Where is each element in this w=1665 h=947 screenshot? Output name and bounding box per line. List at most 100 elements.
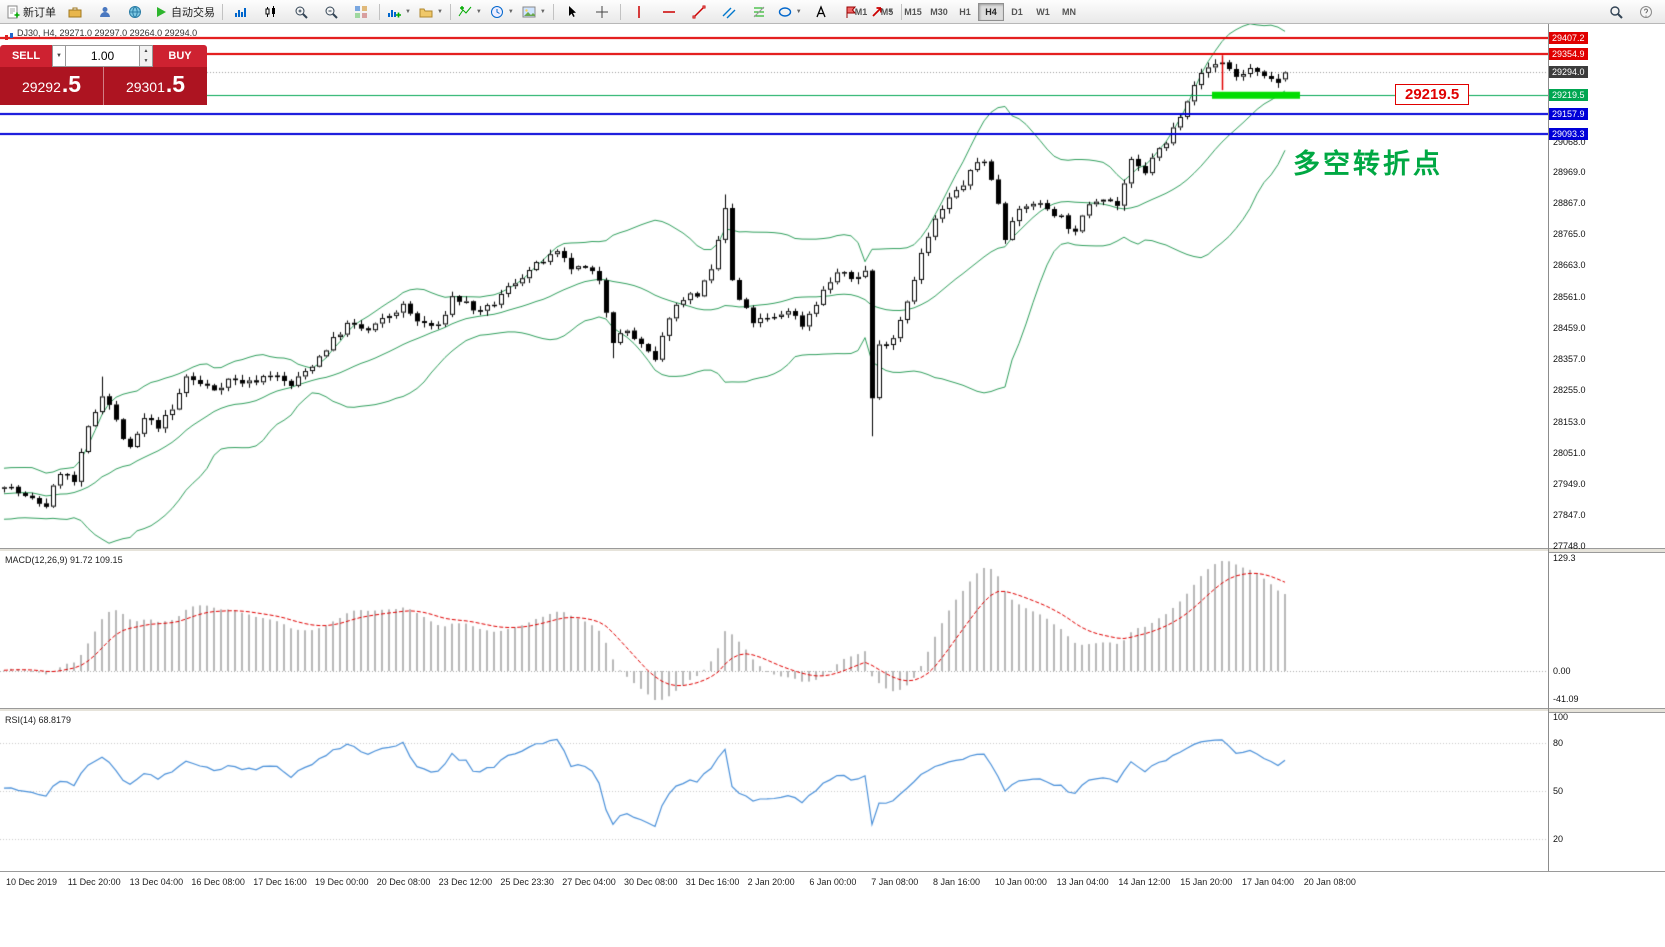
search-button[interactable] bbox=[1602, 2, 1630, 22]
autotrading-button[interactable]: 自动交易 bbox=[151, 2, 218, 22]
main-chart-canvas[interactable] bbox=[0, 24, 1548, 548]
indicators-button[interactable]: ▼ bbox=[455, 2, 485, 22]
timeframe-w1-button[interactable]: W1 bbox=[1036, 7, 1050, 17]
timeframe-m1-button[interactable]: M1 bbox=[854, 7, 868, 17]
volume-preset-dropdown[interactable]: ▼ bbox=[52, 45, 66, 67]
toolbar-separator bbox=[619, 3, 621, 20]
price-marker-29407.2: 29407.2 bbox=[1549, 31, 1588, 44]
cursor-button[interactable] bbox=[558, 2, 586, 22]
vertical-line-button[interactable] bbox=[625, 2, 653, 22]
help-button[interactable] bbox=[1632, 2, 1660, 22]
zoom-in-button[interactable] bbox=[287, 2, 315, 22]
arrows-button[interactable]: ▼ bbox=[867, 2, 897, 22]
indicators-icon bbox=[458, 5, 472, 19]
time-axis-label: 11 Dec 20:00 bbox=[67, 877, 121, 887]
time-axis-label: 8 Jan 16:00 bbox=[933, 877, 981, 887]
sell-price: 29292.5 bbox=[21, 71, 82, 97]
time-axis-label: 15 Jan 20:00 bbox=[1180, 877, 1233, 887]
price-marker-29354.9: 29354.9 bbox=[1549, 47, 1588, 60]
timeframe-m30-button[interactable]: M30 bbox=[930, 7, 948, 17]
tile-windows-button[interactable] bbox=[347, 2, 375, 22]
chart-title: DJ30, H4, 29271.0 29297.0 29264.0 29294.… bbox=[17, 28, 198, 38]
dropdown-caret-icon: ▼ bbox=[795, 8, 802, 15]
dropdown-caret-icon: ▼ bbox=[436, 8, 443, 15]
price-scale-label: 28969.0 bbox=[1553, 166, 1586, 177]
macd-scale-label: 129.3 bbox=[1553, 553, 1576, 563]
shapes-icon bbox=[778, 5, 792, 19]
price-level-tag: 29219.5 bbox=[1395, 84, 1470, 105]
time-axis-label: 2 Jan 20:00 bbox=[747, 877, 795, 887]
time-axis-label: 7 Jan 08:00 bbox=[871, 877, 919, 887]
time-axis-label: 25 Dec 23:30 bbox=[500, 877, 554, 887]
timeframe-h4-button[interactable]: H4 bbox=[978, 3, 1004, 21]
volume-up-button[interactable]: ▲ bbox=[143, 48, 149, 54]
crosshair-button[interactable] bbox=[588, 2, 616, 22]
autotrading-icon bbox=[154, 5, 168, 19]
timeframe-m15-button[interactable]: M15 bbox=[904, 7, 922, 17]
label-button[interactable] bbox=[837, 2, 865, 22]
zoom-out-button[interactable] bbox=[317, 2, 345, 22]
price-scale-label: 28255.0 bbox=[1553, 385, 1586, 396]
price-scale-label: 28051.0 bbox=[1553, 447, 1586, 458]
toolbar-separator bbox=[222, 3, 223, 20]
price-axis-border bbox=[1548, 24, 1549, 871]
time-axis-label: 19 Dec 00:00 bbox=[315, 877, 369, 887]
time-axis-label: 13 Dec 04:00 bbox=[129, 877, 184, 887]
periods-button[interactable]: ▼ bbox=[487, 2, 517, 22]
timeframe-m5-button[interactable]: M5 bbox=[880, 7, 894, 17]
profiles-icon bbox=[419, 5, 433, 19]
new-chart-button[interactable]: ▼ bbox=[384, 2, 414, 22]
crosshair-icon bbox=[595, 5, 609, 19]
trendline-button[interactable] bbox=[685, 2, 713, 22]
sell-button[interactable]: SELL bbox=[0, 45, 52, 67]
fibonacci-button[interactable] bbox=[745, 2, 773, 22]
new-order-button[interactable]: 新订单 bbox=[3, 2, 59, 22]
dropdown-caret-icon: ▼ bbox=[475, 8, 482, 15]
macd-canvas[interactable] bbox=[0, 551, 1548, 708]
new-chart-icon bbox=[387, 5, 401, 19]
tile-windows-icon bbox=[354, 5, 368, 19]
time-axis-label: 27 Dec 04:00 bbox=[562, 877, 616, 887]
volume-down-button[interactable]: ▼ bbox=[143, 58, 149, 64]
help-icon bbox=[1639, 5, 1653, 19]
volume-input[interactable]: 1.00 bbox=[66, 45, 140, 67]
objects-button[interactable]: ▼ bbox=[519, 2, 549, 22]
price-scale-label: 28765.0 bbox=[1553, 229, 1586, 240]
profiles-button[interactable]: ▼ bbox=[416, 2, 446, 22]
vertical-line-icon bbox=[632, 5, 646, 19]
bar-chart-type-button[interactable] bbox=[227, 2, 255, 22]
channel-icon bbox=[722, 5, 736, 19]
accounts-button[interactable] bbox=[91, 2, 119, 22]
community-button[interactable] bbox=[121, 2, 149, 22]
toolbar-separator bbox=[379, 3, 380, 20]
toolbar-separator bbox=[552, 3, 554, 20]
text-button[interactable] bbox=[807, 2, 835, 22]
toolbox-button[interactable] bbox=[61, 2, 89, 22]
time-axis-label: 23 Dec 12:00 bbox=[438, 877, 493, 887]
time-axis-label: 31 Dec 16:00 bbox=[685, 877, 740, 887]
autotrading-label: 自动交易 bbox=[171, 6, 215, 19]
time-axis-label: 20 Dec 08:00 bbox=[376, 877, 431, 887]
zoom-in-icon bbox=[294, 5, 308, 19]
price-scale-label: 29068.0 bbox=[1553, 136, 1586, 147]
timeframe-mn-button[interactable]: MN bbox=[1062, 7, 1076, 17]
rsi-scale-label: 80 bbox=[1553, 738, 1564, 748]
timeframe-d1-button[interactable]: D1 bbox=[1011, 7, 1023, 17]
price-scale-label: 28459.0 bbox=[1553, 322, 1586, 333]
price-scale-label: 27748.0 bbox=[1553, 540, 1586, 551]
buy-button[interactable]: BUY bbox=[153, 45, 207, 67]
rsi-canvas[interactable] bbox=[0, 711, 1548, 871]
time-axis-label: 30 Dec 08:00 bbox=[624, 877, 678, 887]
candle-chart-type-button[interactable] bbox=[257, 2, 285, 22]
shapes-button[interactable]: ▼ bbox=[775, 2, 805, 22]
horizontal-line-button[interactable] bbox=[655, 2, 683, 22]
rsi-scale-label: 20 bbox=[1553, 834, 1564, 844]
timeframe-h1-button[interactable]: H1 bbox=[959, 7, 971, 17]
price-marker-29219.5: 29219.5 bbox=[1549, 89, 1588, 102]
trendline-icon bbox=[692, 5, 706, 19]
arrows-icon bbox=[870, 5, 884, 19]
channel-button[interactable] bbox=[715, 2, 743, 22]
toolbar: 新订单 自动交易 ▼ ▼ ▼ ▼ ▼ ▼ ▼ M1 M5 M15 M30 H1 H4 D1 W1 MN bbox=[0, 0, 1665, 24]
time-axis-label: 10 Jan 00:00 bbox=[994, 877, 1047, 887]
